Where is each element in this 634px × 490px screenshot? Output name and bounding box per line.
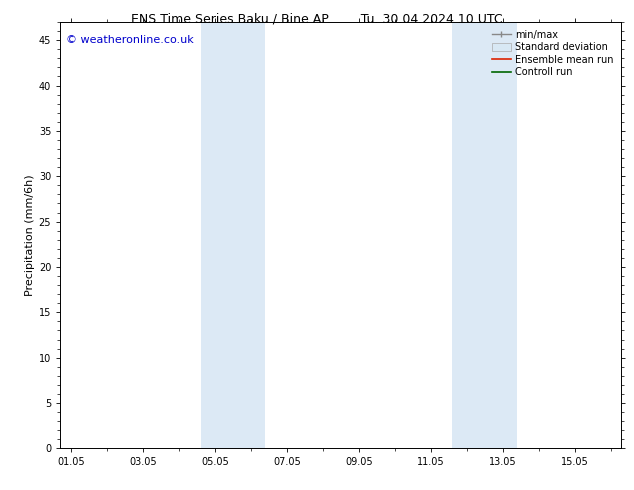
Bar <box>200 22 265 448</box>
Legend: min/max, Standard deviation, Ensemble mean run, Controll run: min/max, Standard deviation, Ensemble me… <box>489 27 616 80</box>
Text: © weatheronline.co.uk: © weatheronline.co.uk <box>66 35 193 45</box>
Bar <box>452 22 517 448</box>
Y-axis label: Precipitation (mm/6h): Precipitation (mm/6h) <box>25 174 34 296</box>
Text: ENS Time Series Baku / Bine AP        Tu. 30.04.2024 10 UTC: ENS Time Series Baku / Bine AP Tu. 30.04… <box>131 12 503 25</box>
